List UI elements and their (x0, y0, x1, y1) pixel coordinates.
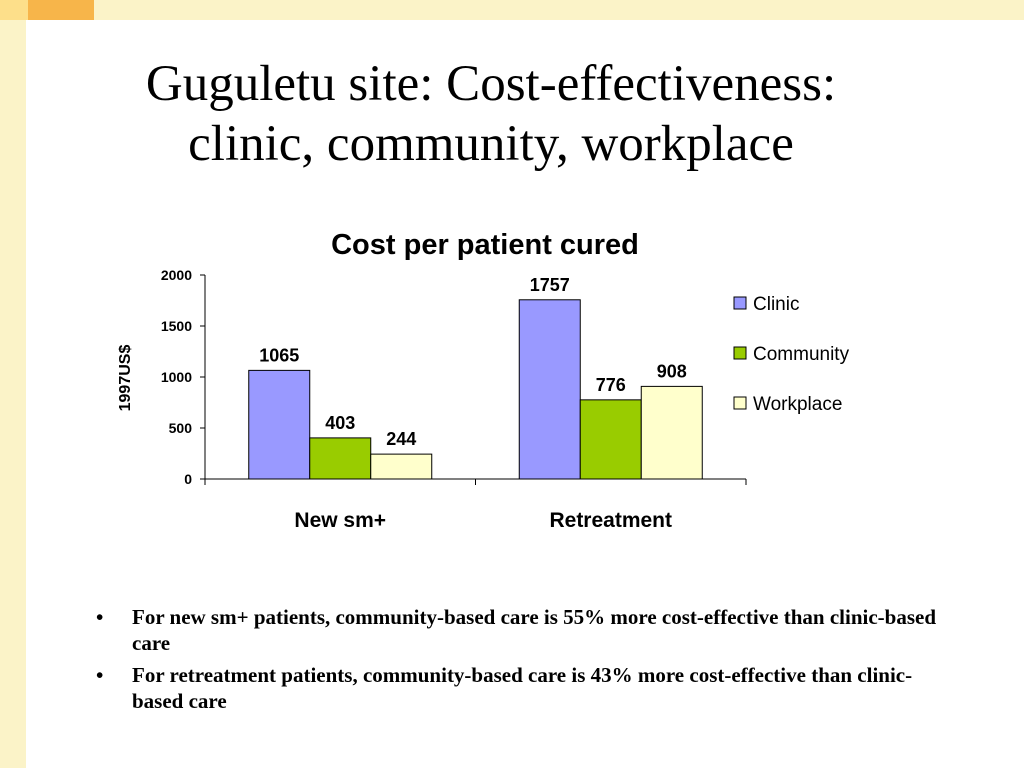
slide-title-line-1: Guguletu site: Cost-effectiveness: (145, 56, 837, 112)
bullet-item: • For new sm+ patients, community-based … (92, 604, 952, 656)
bullet-dot: • (96, 663, 104, 687)
data-label: 244 (386, 429, 416, 449)
y-tick-label: 1000 (161, 369, 192, 385)
data-label: 1757 (530, 275, 570, 295)
bar (579, 399, 642, 480)
bullet-list: • For new sm+ patients, community-based … (92, 604, 952, 720)
y-tick-label: 1500 (161, 318, 192, 334)
corner-accent-yellow (0, 0, 28, 20)
top-band (0, 0, 1024, 20)
chart-title: Cost per patient cured (331, 229, 639, 261)
legend-swatch (733, 396, 747, 410)
bullet-dot: • (96, 605, 104, 629)
bullet-text: For new sm+ patients, community-based ca… (132, 605, 937, 655)
left-band (0, 0, 26, 768)
slide-title: Guguletu site: Cost-effectiveness: clini… (26, 54, 956, 174)
y-tick-label: 0 (184, 471, 192, 487)
bar (518, 299, 581, 480)
legend-label: Community (753, 344, 850, 365)
y-tick-label: 500 (169, 420, 193, 436)
bar (248, 369, 311, 480)
bullet-text: For retreatment patients, community-base… (132, 663, 913, 713)
legend-swatch (733, 346, 747, 360)
data-label: 908 (657, 361, 687, 381)
y-tick-label: 2000 (161, 267, 192, 283)
bullet-item: • For retreatment patients, community-ba… (92, 662, 952, 714)
data-label: 1065 (259, 345, 299, 365)
bar-chart: Cost per patient cured 1997US$ 0 500 1000 1… (117, 229, 850, 532)
data-label: 403 (325, 413, 355, 433)
x-tick-label: New sm+ (294, 509, 386, 532)
legend-label: Workplace (753, 394, 842, 415)
bar (370, 453, 433, 480)
y-axis-label: 1997US$ (117, 345, 134, 412)
slide-title-line-2: clinic, community, workplace (188, 116, 794, 172)
bar (309, 437, 372, 480)
bar (640, 385, 703, 480)
corner-accent-orange (28, 0, 94, 20)
data-label: 776 (596, 375, 626, 395)
legend-swatch (733, 296, 747, 310)
legend-label: Clinic (753, 294, 799, 315)
x-tick-label: Retreatment (549, 509, 672, 532)
